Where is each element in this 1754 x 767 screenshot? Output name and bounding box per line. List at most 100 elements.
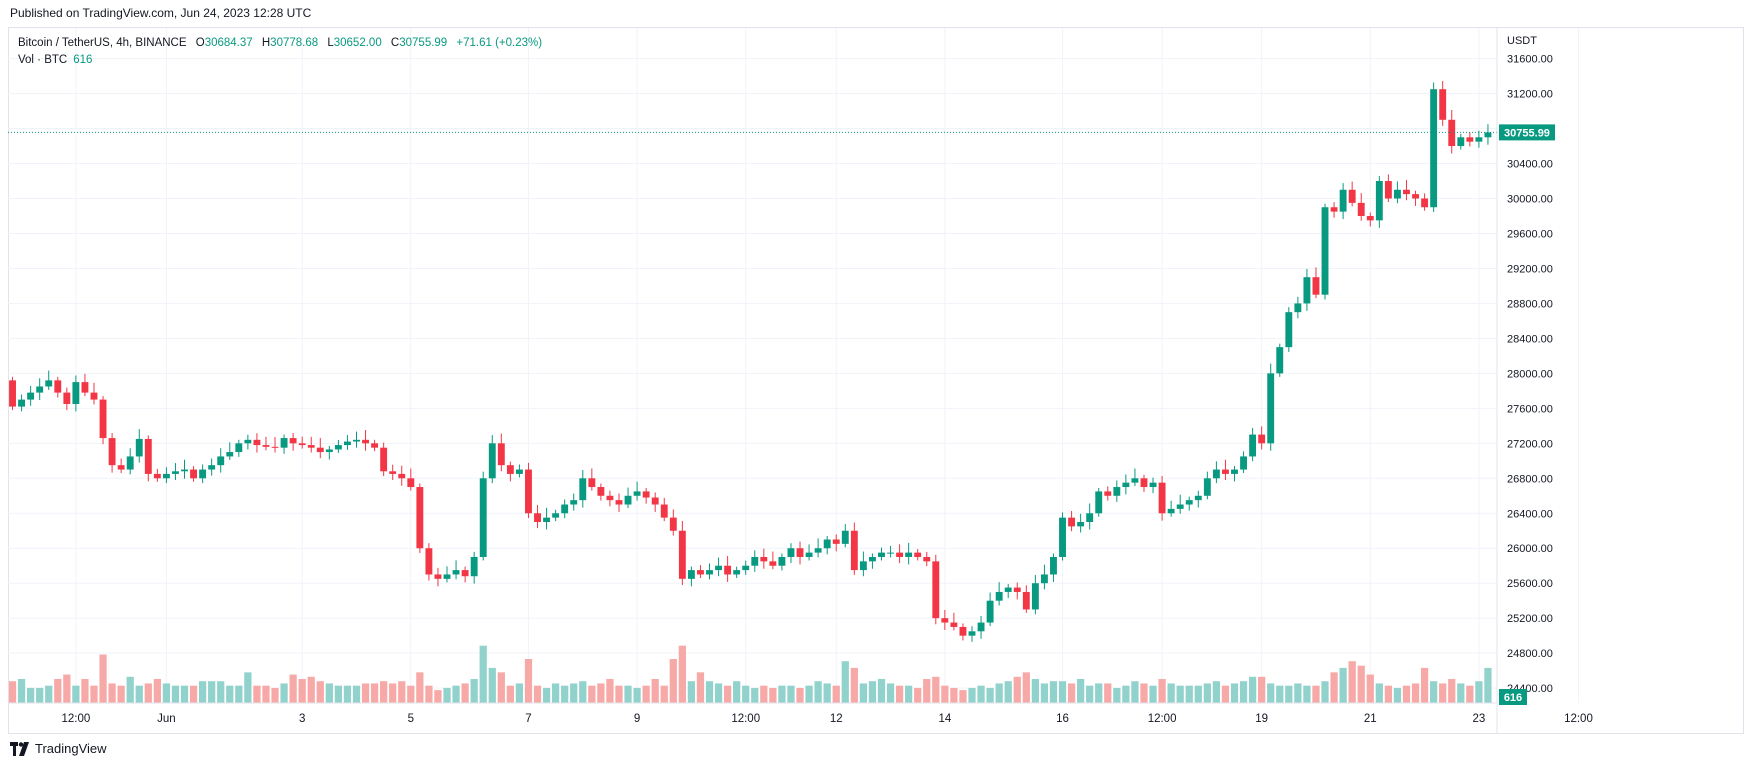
candle-body[interactable] bbox=[135, 438, 143, 457]
candle-body[interactable] bbox=[1149, 482, 1157, 488]
candle-body[interactable] bbox=[1095, 491, 1103, 514]
candle-body[interactable] bbox=[1412, 194, 1419, 199]
candle-body[interactable] bbox=[1050, 556, 1057, 575]
candle-body[interactable] bbox=[1285, 312, 1293, 348]
candle-body[interactable] bbox=[1403, 189, 1410, 195]
candle-body[interactable] bbox=[1312, 277, 1320, 295]
candle-body[interactable] bbox=[1321, 207, 1329, 295]
candle-body[interactable] bbox=[1475, 137, 1483, 142]
candle-body[interactable] bbox=[1104, 491, 1112, 496]
candle-body[interactable] bbox=[615, 500, 623, 505]
candle-body[interactable] bbox=[117, 465, 125, 470]
candle-body[interactable] bbox=[407, 478, 415, 488]
candle-body[interactable] bbox=[1040, 574, 1048, 584]
candle-body[interactable] bbox=[561, 504, 569, 514]
candle-body[interactable] bbox=[642, 491, 650, 498]
candle-body[interactable] bbox=[1294, 303, 1302, 313]
candle-body[interactable] bbox=[497, 443, 505, 466]
candle-body[interactable] bbox=[660, 504, 668, 518]
candle-body[interactable] bbox=[887, 552, 894, 554]
candle-body[interactable] bbox=[271, 446, 279, 448]
candle-body[interactable] bbox=[81, 382, 89, 393]
candle-body[interactable] bbox=[1457, 137, 1465, 147]
candle-body[interactable] bbox=[1267, 373, 1275, 444]
candle-body[interactable] bbox=[389, 471, 397, 474]
candle-body[interactable] bbox=[896, 552, 904, 557]
candle-body[interactable] bbox=[144, 438, 152, 474]
candle-body[interactable] bbox=[36, 386, 44, 393]
candle-body[interactable] bbox=[479, 478, 487, 557]
candle-body[interactable] bbox=[199, 469, 207, 479]
candle-body[interactable] bbox=[90, 392, 98, 400]
candle-body[interactable] bbox=[823, 539, 831, 549]
candle-body[interactable] bbox=[1249, 434, 1257, 457]
candle-body[interactable] bbox=[63, 392, 71, 404]
candle-body[interactable] bbox=[678, 530, 686, 579]
candle-body[interactable] bbox=[470, 556, 478, 577]
candle-body[interactable] bbox=[108, 438, 116, 466]
candle-body[interactable] bbox=[181, 469, 188, 472]
candle-body[interactable] bbox=[995, 591, 1003, 601]
candle-body[interactable] bbox=[814, 548, 822, 553]
candle-body[interactable] bbox=[1393, 189, 1401, 199]
candle-body[interactable] bbox=[606, 495, 614, 501]
candle-body[interactable] bbox=[1330, 207, 1338, 212]
candle-body[interactable] bbox=[787, 548, 795, 557]
candle-body[interactable] bbox=[597, 487, 605, 496]
candle-body[interactable] bbox=[1194, 495, 1202, 501]
candle-body[interactable] bbox=[235, 443, 243, 453]
candle-body[interactable] bbox=[687, 570, 695, 579]
candle-body[interactable] bbox=[805, 552, 813, 557]
candle-body[interactable] bbox=[1185, 500, 1193, 505]
candle-body[interactable] bbox=[1348, 189, 1356, 203]
candle-body[interactable] bbox=[162, 473, 170, 479]
candle-body[interactable] bbox=[570, 500, 578, 505]
candle-body[interactable] bbox=[380, 447, 388, 472]
candle-body[interactable] bbox=[325, 449, 333, 453]
candle-body[interactable] bbox=[434, 574, 442, 579]
candle-body[interactable] bbox=[226, 452, 234, 457]
symbol-label[interactable]: Bitcoin / TetherUS, 4h, BINANCE bbox=[18, 37, 187, 49]
candle-body[interactable] bbox=[841, 530, 849, 544]
candle-body[interactable] bbox=[1303, 277, 1311, 304]
candle-body[interactable] bbox=[54, 380, 62, 393]
candle-body[interactable] bbox=[1231, 469, 1238, 474]
candle-body[interactable] bbox=[1158, 482, 1166, 514]
candle-body[interactable] bbox=[398, 473, 406, 479]
candle-body[interactable] bbox=[1022, 591, 1030, 610]
candle-body[interactable] bbox=[1122, 482, 1130, 488]
candle-body[interactable] bbox=[588, 478, 596, 488]
candle-body[interactable] bbox=[1421, 198, 1429, 208]
candle-body[interactable] bbox=[316, 447, 324, 453]
candle-body[interactable] bbox=[850, 530, 858, 571]
candle-body[interactable] bbox=[488, 443, 496, 479]
candle-body[interactable] bbox=[1466, 137, 1474, 142]
candle-body[interactable] bbox=[343, 441, 351, 446]
candle-body[interactable] bbox=[1167, 508, 1175, 514]
candle-body[interactable] bbox=[778, 556, 786, 566]
candle-body[interactable] bbox=[353, 439, 360, 442]
candle-body[interactable] bbox=[697, 570, 704, 575]
candle-body[interactable] bbox=[543, 517, 551, 523]
candle-body[interactable] bbox=[1384, 181, 1392, 199]
candle-body[interactable] bbox=[1448, 119, 1456, 147]
volume-label[interactable]: Vol · BTC bbox=[18, 54, 68, 66]
candle-body[interactable] bbox=[859, 561, 867, 571]
candle-body[interactable] bbox=[959, 626, 967, 636]
candle-body[interactable] bbox=[1357, 202, 1365, 216]
candle-body[interactable] bbox=[932, 561, 940, 619]
candle-body[interactable] bbox=[190, 469, 197, 479]
candle-body[interactable] bbox=[27, 392, 35, 400]
candle-body[interactable] bbox=[1176, 504, 1184, 509]
candle-body[interactable] bbox=[45, 380, 53, 387]
candle-body[interactable] bbox=[262, 445, 270, 447]
candle-body[interactable] bbox=[914, 552, 922, 557]
candle-body[interactable] bbox=[832, 539, 840, 544]
candle-body[interactable] bbox=[977, 622, 985, 632]
candle-body[interactable] bbox=[868, 556, 876, 562]
candle-body[interactable] bbox=[968, 631, 976, 636]
candle-body[interactable] bbox=[796, 548, 804, 557]
candle-body[interactable] bbox=[217, 456, 225, 466]
candle-body[interactable] bbox=[1366, 215, 1374, 221]
candle-body[interactable] bbox=[534, 513, 541, 523]
